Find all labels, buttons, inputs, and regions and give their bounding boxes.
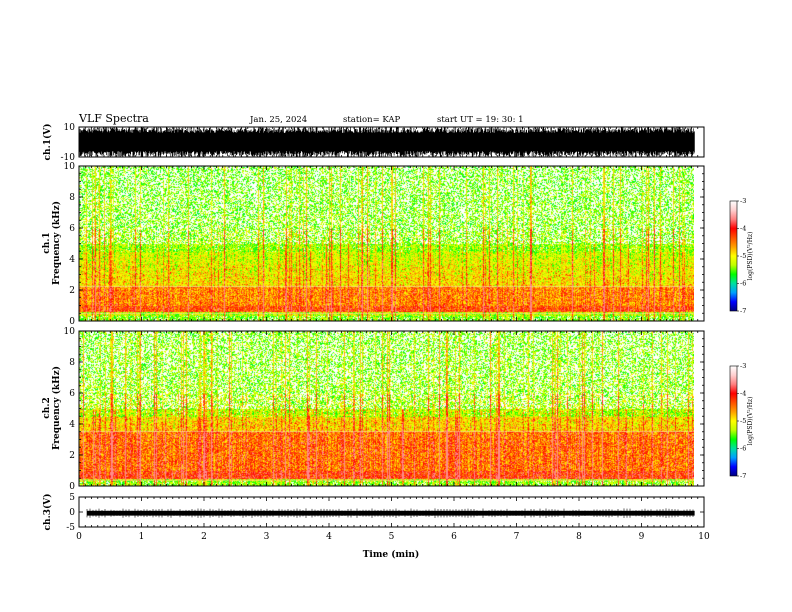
y-tick-label: 0 xyxy=(69,508,75,518)
colorbar-tick-label: -4 xyxy=(740,390,746,398)
colorbar-tick-label: -4 xyxy=(740,225,746,233)
x-tick-label: 3 xyxy=(264,532,270,542)
ch3-waveform-spikes xyxy=(86,508,694,518)
colorbar-tick-label: -7 xyxy=(740,472,746,480)
x-tick-label: 6 xyxy=(451,532,457,542)
ch1-colorbar: -3 -4 -5 -6 -7 log(PSD)(V²/Hz) xyxy=(729,197,754,315)
colorbar-label: log(PSD)(V²/Hz) xyxy=(747,397,754,446)
y-tick-label: 4 xyxy=(69,255,75,265)
x-tick-label: 5 xyxy=(389,532,395,542)
x-tick-label: 0 xyxy=(76,532,82,542)
ch1-spectrogram-ylabel-frequency: Frequency (kHz) xyxy=(51,201,62,285)
ch3-waveform-panel: 50-5 0 1 2 3 4 5 6 7 8 9 10 ch.3(V) Time (min) xyxy=(42,493,710,560)
x-tick-label: 7 xyxy=(514,532,520,542)
ch3-waveform-trace xyxy=(86,508,695,518)
colorbar-tick-label: -7 xyxy=(740,307,746,315)
y-tick-label: 6 xyxy=(69,224,75,234)
ch1-waveform-trace xyxy=(79,127,695,157)
start-time-label: start UT = 19: 30: 1 xyxy=(437,115,524,125)
station-label: station= KAP xyxy=(343,115,401,125)
colorbar-tick-label: -3 xyxy=(740,362,746,370)
figure-title: VLF Spectra xyxy=(78,112,149,125)
ch2-spectrogram-ylabel-frequency: Frequency (kHz) xyxy=(51,366,62,450)
ch2-spectrogram-panel: 0 2 4 6 8 10 ch.2 Frequency (kHz) -3 -4 -5 -6 -7 l… xyxy=(42,327,754,492)
y-tick-label: 0 xyxy=(69,482,75,492)
ch1-spectrogram-panel: 0 2 4 6 8 10 ch.1 Frequency (kHz) -3 -4 -5 -6 -7 l… xyxy=(42,162,754,327)
date-label: Jan. 25, 2024 xyxy=(249,115,307,125)
time-axis-label: Time (min) xyxy=(363,549,420,560)
y-tick-label: 10 xyxy=(64,123,76,133)
colorbar-tick-label: -6 xyxy=(740,445,746,453)
ch3-waveform-band xyxy=(87,510,695,516)
x-tick-label: 1 xyxy=(139,532,145,542)
x-tick-label: 10 xyxy=(698,532,710,542)
y-tick-label: 2 xyxy=(69,451,75,461)
ch2-spectrogram-ylabel-channel: ch.2 xyxy=(42,397,52,418)
x-tick-label: 4 xyxy=(326,532,332,542)
ch1-spectrogram-ylabel-channel: ch.1 xyxy=(42,232,52,253)
colorbar-tick-label: -3 xyxy=(740,197,746,205)
colorbar-gradient xyxy=(729,200,738,312)
y-tick-label: 8 xyxy=(69,358,75,368)
x-tick-label: 8 xyxy=(576,532,582,542)
y-tick-label: 8 xyxy=(69,193,75,203)
x-tick-label: 9 xyxy=(639,532,645,542)
ch1-waveform-ylabel: ch.1(V) xyxy=(42,124,53,161)
colorbar-gradient xyxy=(729,365,738,477)
y-tick-label: 6 xyxy=(69,389,75,399)
y-tick-label: 0 xyxy=(69,317,75,327)
y-tick-label: -5 xyxy=(66,523,75,533)
colorbar-tick-label: -5 xyxy=(740,417,746,425)
ch1-waveform-panel: 10 -10 ch.1(V) xyxy=(42,123,705,163)
colorbar-tick-label: -6 xyxy=(740,280,746,288)
ch3-waveform-ylabel: ch.3(V) xyxy=(42,494,53,531)
y-tick-label: 5 xyxy=(69,493,75,503)
ch1-waveform-line xyxy=(79,127,695,157)
ch1-spectrogram-image xyxy=(79,166,694,321)
ch2-spectrogram-image xyxy=(79,331,694,486)
y-tick-label: 2 xyxy=(69,286,75,296)
ch2-colorbar: -3 -4 -5 -6 -7 log(PSD)(V²/Hz) xyxy=(729,362,754,480)
y-tick-label: -10 xyxy=(61,153,76,163)
x-tick-label: 2 xyxy=(201,532,207,542)
y-tick-label: 10 xyxy=(64,162,76,172)
colorbar-label: log(PSD)(V²/Hz) xyxy=(747,232,754,281)
y-tick-label: 10 xyxy=(64,327,76,337)
colorbar-tick-label: -5 xyxy=(740,252,746,260)
y-tick-label: 4 xyxy=(69,420,75,430)
